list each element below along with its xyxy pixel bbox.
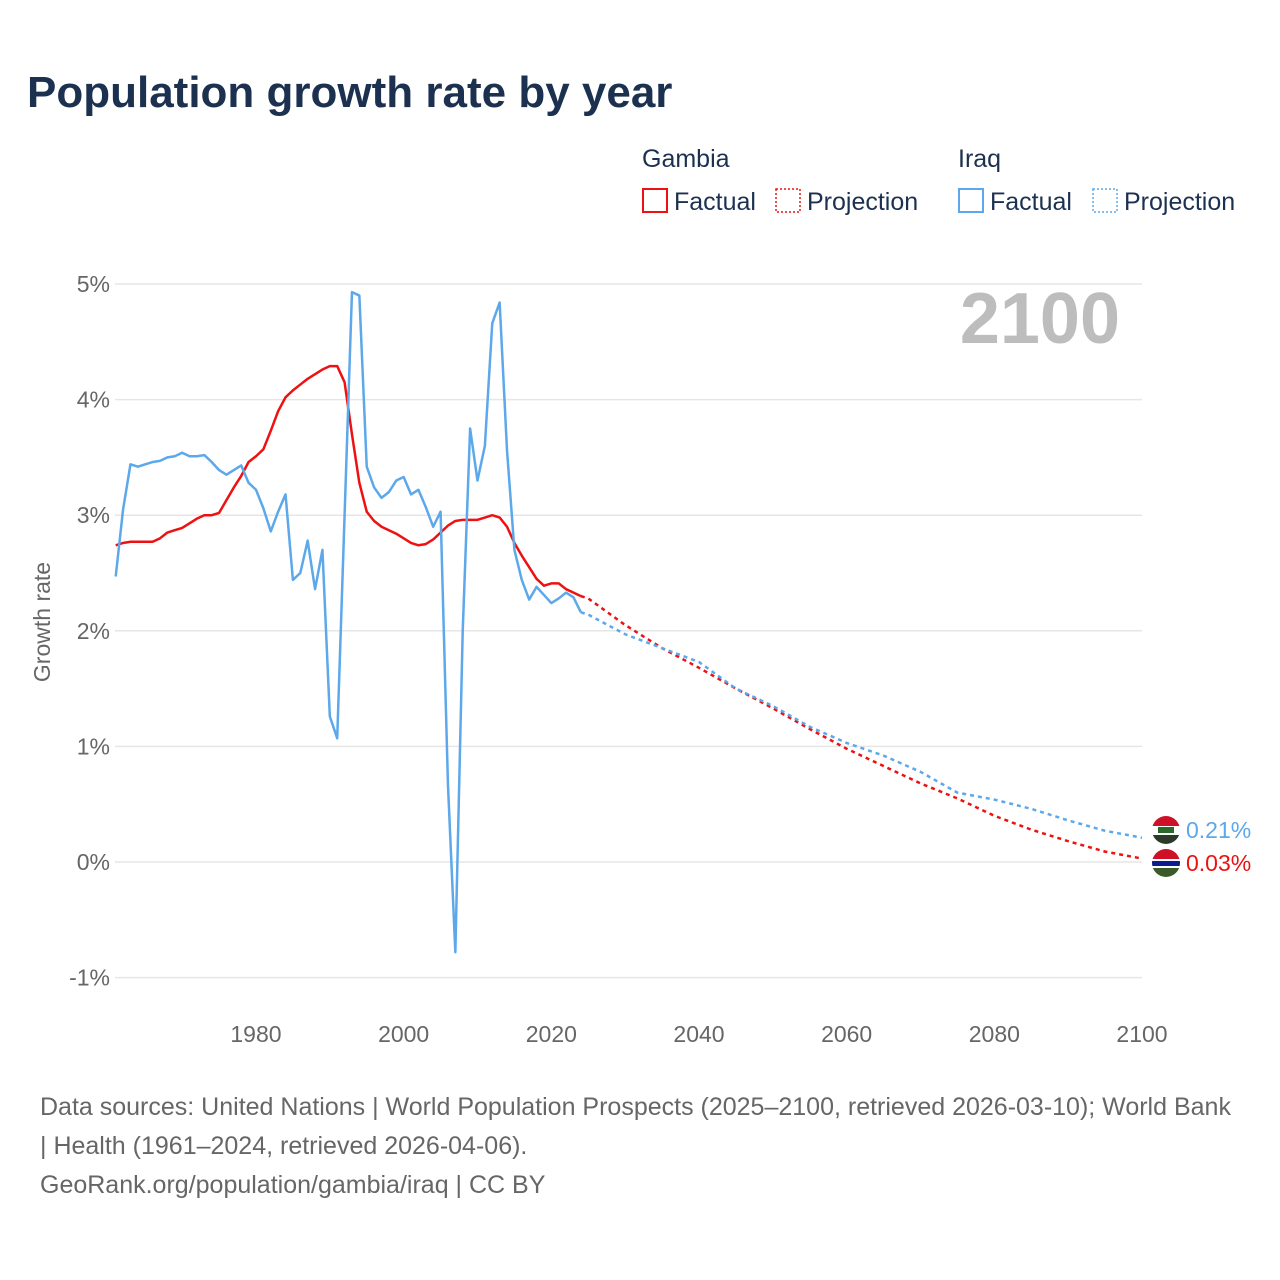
year-label: 2100: [960, 279, 1120, 359]
legend-group-iraq: Iraq: [958, 145, 1001, 173]
legend-label-factual: Factual: [674, 188, 756, 216]
legend-swatch-projection: [1092, 188, 1118, 213]
y-axis-label: Growth rate: [29, 562, 55, 682]
x-tick-label: 1980: [230, 1021, 281, 1047]
iraq-flag-icon: [1152, 816, 1180, 844]
chart-title: Population growth rate by year: [27, 68, 673, 117]
legend-label-factual: Factual: [990, 188, 1072, 216]
legend-label-projection: Projection: [1124, 188, 1235, 216]
y-tick-label: -1%: [69, 965, 110, 991]
iraq-end-value-label: 0.21%: [1186, 817, 1251, 843]
credit-link[interactable]: GeoRank.org/population/gambia/iraq | CC …: [40, 1171, 546, 1199]
x-tick-label: 2100: [1116, 1021, 1167, 1047]
x-tick-label: 2060: [821, 1021, 872, 1047]
y-tick-label: 2%: [77, 618, 110, 644]
y-tick-label: 1%: [77, 733, 110, 759]
x-tick-label: 2020: [526, 1021, 577, 1047]
legend-swatch-projection: [775, 188, 801, 213]
legend-group-gambia: Gambia: [642, 145, 730, 173]
x-tick-label: 2080: [969, 1021, 1020, 1047]
gambia-flag-icon: [1152, 849, 1180, 877]
legend-swatch-factual: [958, 188, 984, 213]
legend-swatch-factual: [642, 188, 668, 213]
legend-label-projection: Projection: [807, 188, 918, 216]
x-tick-label: 2000: [378, 1021, 429, 1047]
data-sources: Data sources: United Nations | World Pop…: [40, 1093, 1231, 1160]
y-tick-label: 3%: [77, 502, 110, 528]
y-tick-label: 4%: [77, 387, 110, 413]
x-tick-label: 2040: [673, 1021, 724, 1047]
footer: Data sources: United Nations | World Pop…: [40, 1088, 1240, 1205]
y-tick-label: 5%: [77, 271, 110, 297]
gambia-end-value-label: 0.03%: [1186, 850, 1251, 876]
iraq-projection-line: [580, 611, 1143, 839]
y-tick-label: 0%: [77, 849, 110, 875]
iraq-factual-line: [114, 290, 582, 954]
gambia-projection-line: [580, 594, 1143, 860]
